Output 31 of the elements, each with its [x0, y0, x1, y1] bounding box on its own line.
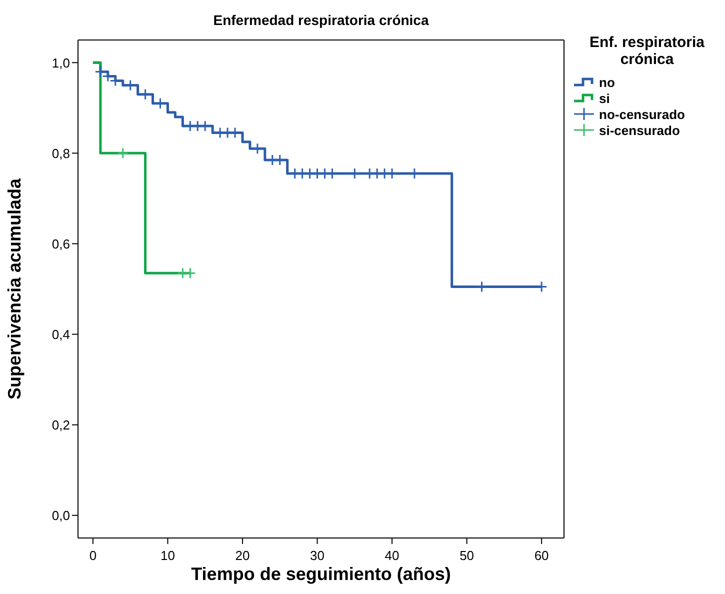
- y-tick-label: 0,8: [52, 146, 70, 161]
- point: [184, 267, 196, 279]
- y-tick-label: 0,6: [52, 236, 70, 252]
- legend-label: si: [599, 90, 610, 106]
- point: [252, 142, 264, 154]
- point: [408, 168, 420, 180]
- y-tick-label: 0,0: [52, 508, 70, 523]
- x-tick-label: 40: [384, 548, 400, 563]
- point: [476, 280, 488, 292]
- x-tick-label: 0: [89, 548, 97, 563]
- point: [140, 88, 152, 100]
- y-tick-label: 0,4: [52, 326, 70, 342]
- x-tick-label: 30: [310, 548, 324, 563]
- legend-label: no-censurado: [599, 106, 685, 122]
- x-tick-label: 50: [460, 548, 474, 563]
- x-tick-label: 20: [235, 548, 250, 563]
- point: [117, 147, 129, 159]
- legend-label: no: [599, 74, 615, 90]
- y-tick-label: 0,2: [52, 417, 70, 432]
- point: [154, 98, 166, 110]
- point: [124, 80, 136, 92]
- y-axis-title: Supervivencia acumulada: [4, 177, 24, 400]
- x-tick-label: 10: [160, 548, 175, 563]
- point: [348, 168, 360, 180]
- y-tick-label: 1,0: [52, 55, 70, 70]
- legend-title: Enf. respiratoria crónica: [588, 34, 706, 68]
- x-axis-title: Tiempo de seguimiento (años): [191, 564, 451, 584]
- point: [536, 280, 548, 292]
- legend-label: si-censurado: [599, 122, 680, 138]
- x-tick-label: 60: [534, 548, 549, 563]
- chart-title: Enfermedad respiratoria crónica: [212, 12, 430, 28]
